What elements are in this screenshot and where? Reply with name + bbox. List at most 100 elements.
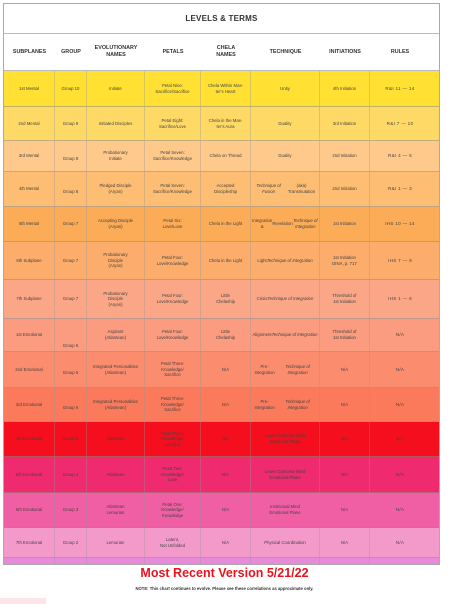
table-row: 2nd Emotional Group 6 Integrated Personali… [4,352,439,388]
rules-cell: IHS 7 — 9 [388,257,412,263]
levels-terms-table: LEVELS & TERMS SUBPLANES GROUP EVOLUTION… [3,3,440,565]
group-cell: Group 9 [55,107,87,140]
rules-cell: N/A [395,507,405,513]
chela-name-cell: N/A [201,388,251,421]
group-cell: Group 6 [55,319,87,351]
evolutionary-name-cell: Integrated Personalities (Atlantean) [87,352,145,387]
chela-name-cell: N/A [201,558,251,564]
group-cell: Group 7 [55,242,87,279]
initiations-cell: 4th Initiation [320,71,370,106]
technique-cell: Alignment Technique of Integration [251,319,320,351]
table-row: 1st Emotional Group 6 Aspirant (Atlantean)… [4,319,439,352]
rules-cell: R&I 11 — 14 [385,85,415,91]
evolutionary-name-cell: Initiate [87,71,145,106]
header-chela-names: CHELA NAMES [216,45,236,58]
header-rules: RULES [390,48,410,55]
petals-cell: Petal Six: Love/Love [145,207,201,241]
subplane-cell: 6th Emotional [4,493,55,527]
group-cell: Group 7 [55,280,87,318]
initiations-cell: N/A [320,422,370,456]
technique-cell: Pre-Integration Technique of Integration [251,352,320,387]
technique-cell: Duality [251,107,320,140]
header-initiations: INITIATIONS [329,48,361,55]
initiations-cell: Threshold of 1st Initiation [320,319,370,351]
petals-cell: Petal Three: Knowledge/ Sacrifice [145,422,201,456]
group-cell: Group 4 [55,457,87,492]
initiations-cell: 1st Initiation [320,207,370,241]
table-row: 6th Subplane Group 7 Probationary Disciple… [4,242,439,280]
technique-cell: Lower Concrete Mind Emotional Plane [251,457,320,492]
table-row: 4th Emotional Group 5 Atlantean Petal Three… [4,422,439,457]
petals-cell: Petal Eight: Sacrifice/Love [145,107,201,140]
subplane-cell: 4th Mental [4,172,55,206]
header-petals: PETALS [162,48,184,55]
subplane-cell: 5th Mental [4,207,55,241]
initiations-cell: N/A [320,457,370,492]
petals-cell: Petal Four: Love/Knowledge [145,242,201,279]
chela-name-cell: Little Chelaship [201,319,251,351]
subplane-cell: 3rd Emotional [4,388,55,421]
rules-cell: N/A [395,366,405,372]
evolutionary-name-cell: Probationary Initiate [87,141,145,171]
table-row: 4th Mental Group 8 Pledged Disciple (Aryan… [4,172,439,207]
technique-cell: Pre-Integration Technique of Integration [251,388,320,421]
rules-cell: R&I 7 — 10 [386,120,414,126]
evolutionary-name-cell: Atlantean Lemurian [87,493,145,527]
petals-cell: Petal Three: Knowledge/ Sacrifice [145,388,201,421]
petals-cell: Petal Seven: Sacrifice/Knowledge [145,172,201,206]
evolutionary-name-cell: Pledged Disciple (Aryan) [87,172,145,206]
header-group: GROUP [61,48,81,55]
petals-cell: Petal Seven: Sacrifice/Knowledge [145,141,201,171]
subplane-cell: 1st Emotional [4,319,55,351]
technique-cell: Duality [251,141,320,171]
chela-name-cell: N/A [201,457,251,492]
subplane-cell: 4th Emotional [4,422,55,456]
petals-cell: Petal Three: Knowledge/ Sacrifice [145,352,201,387]
table-row: 1st Mental Group 10 Initiate Petal Nine: Sa… [4,71,439,107]
decorative-strip [0,598,46,604]
technique-cell: Technique of Fusion (aka) Transmutation [251,172,320,206]
group-cell: Group 8 [55,141,87,171]
petals-cell: Latent, Not Unfolded [145,558,201,564]
evolutionary-name-cell: Lemurian [87,558,145,564]
group-cell: Group 5 [55,422,87,456]
evolutionary-name-cell: Atlantean [87,457,145,492]
subplane-cell: 2nd Mental [4,107,55,140]
rules-cell: R&I 4 — 6 [388,153,412,159]
table-row: 7th Subplane Group 7 Probationary Disciple… [4,280,439,319]
evolutionary-name-cell: Accepting Disciple (Aryan) [87,207,145,241]
technique-cell: Instinctual Mind Emotional Plane [251,493,320,527]
technique-cell: Light Technique of Integration [251,242,320,279]
initiations-cell: N/A [320,352,370,387]
subplane-cell: 6th Subplane [4,242,55,279]
initiations-cell: 1st Initiation DINA, p. 717 [320,242,370,279]
rules-cell: N/A [395,436,405,442]
table-row: 5th Mental Group 7 Accepting Disciple (Ary… [4,207,439,242]
technique-cell: Physical Coordination [251,558,320,564]
table-row: 3rd Mental Group 8 Probationary Initiate Pe… [4,141,439,172]
initiations-cell: N/A [320,528,370,557]
table-row: 7th Emotional Group 2 Lemurian Latent, Not … [4,528,439,558]
group-cell: Group 6 [55,388,87,421]
petals-cell: Petal Nine: Sacrifice/Sacrifice [145,71,201,106]
header-technique: TECHNIQUE [269,48,302,55]
chela-name-cell: Chela on Thread [201,141,251,171]
rules-cell: N/A [370,558,430,564]
petals-cell: Petal Two: Knowledge/ Love [145,457,201,492]
technique-cell: Crisis Technique of Integration [251,280,320,318]
header-evolutionary-names: EVOLUTIONARY NAMES [94,45,138,58]
chela-name-cell: N/A [201,528,251,557]
chela-name-cell: N/A [201,352,251,387]
chela-name-cell: N/A [201,493,251,527]
rules-cell: N/A [395,332,405,338]
evolutionary-name-cell: Aspirant (Atlantean) [87,319,145,351]
evolutionary-name-cell: Lemurian [87,528,145,557]
chela-name-cell: Chela in the Light [201,207,251,241]
group-cell: Group 1 [55,558,87,564]
initiations-cell: Threshold of 1st Initiation [320,280,370,318]
rules-cell: IHS 10 — 14 [385,221,415,227]
evolutionary-name-cell: Integrated Personalities (Atlantean) [87,388,145,421]
evolutionary-name-cell: Probationary Disciple (Aryan) [87,280,145,318]
initiations-cell: N/A [320,388,370,421]
chela-name-cell: Chela in the Light [201,242,251,279]
